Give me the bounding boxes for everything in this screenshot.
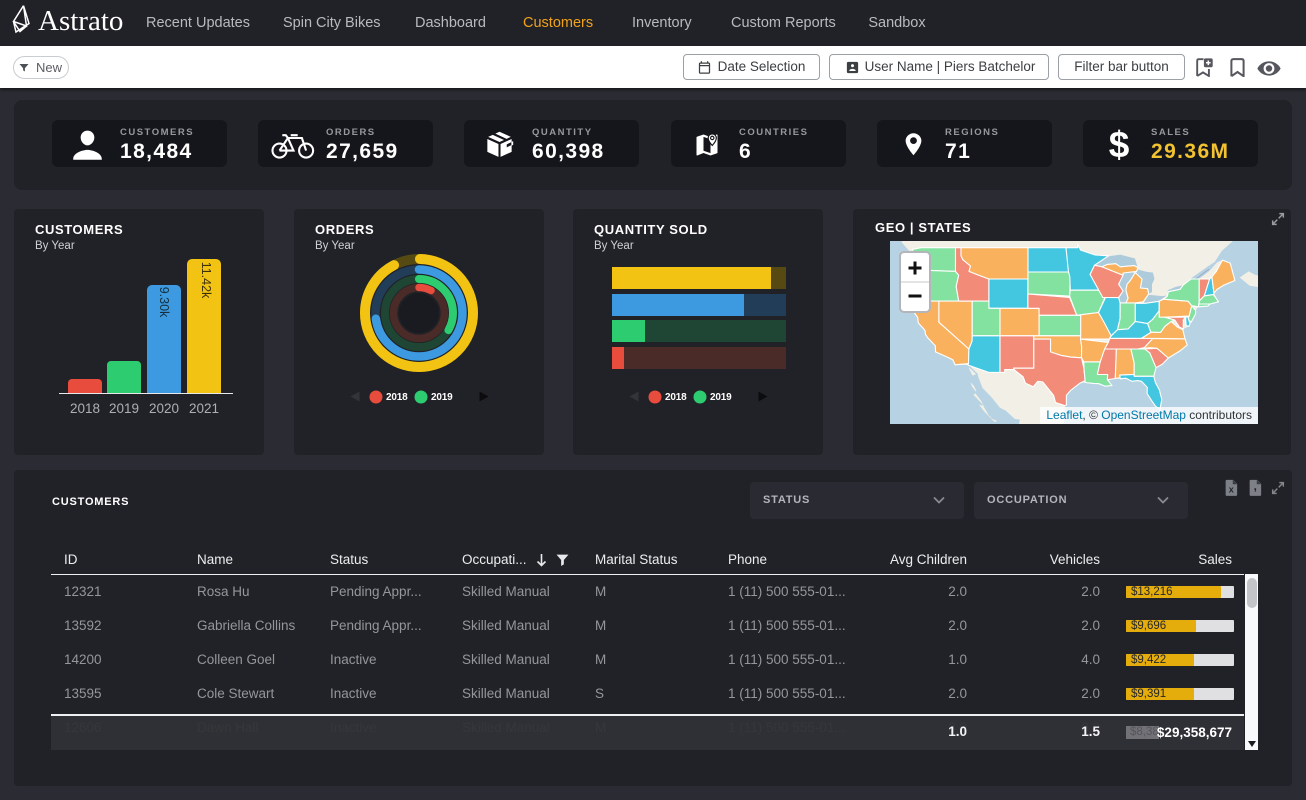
svg-text:,: , [1254, 480, 1257, 493]
svg-text:x: x [1228, 485, 1233, 495]
